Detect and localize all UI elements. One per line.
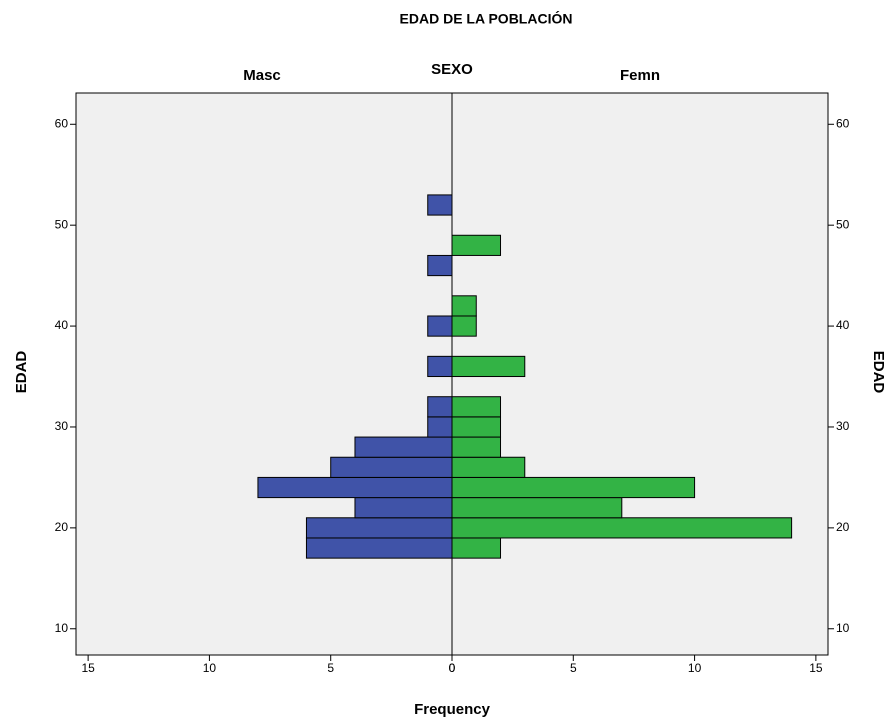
bar <box>427 396 453 418</box>
x-tick-label: 0 <box>449 661 456 675</box>
x-tick-label: 10 <box>203 661 217 675</box>
y-tick-label: 10 <box>55 621 69 635</box>
bar <box>330 456 453 478</box>
bar <box>451 537 502 559</box>
bar <box>451 295 477 317</box>
y-tick-label: 20 <box>836 520 850 534</box>
x-axis-label: Frequency <box>414 701 491 718</box>
bar <box>427 194 453 216</box>
bar <box>451 497 623 519</box>
bar <box>451 517 793 539</box>
y-axis-label: EDAD <box>13 351 30 394</box>
bar <box>451 355 526 378</box>
y-tick-label: 30 <box>836 419 850 433</box>
y-tick-label: 60 <box>836 116 850 130</box>
panel-label: Femn <box>620 67 660 84</box>
x-tick-label: 0 <box>449 661 456 675</box>
y-tick-label: 40 <box>836 318 850 332</box>
x-tick-label: 5 <box>570 661 577 675</box>
x-tick-label: 5 <box>327 661 334 675</box>
bar <box>451 234 502 256</box>
y-tick-label: 60 <box>55 116 69 130</box>
x-tick-label: 10 <box>688 661 702 675</box>
bar <box>451 315 477 337</box>
y-tick-label: 50 <box>836 217 850 231</box>
y-axis-label: EDAD <box>870 351 887 394</box>
bar <box>305 517 453 539</box>
x-tick-label: 15 <box>81 661 95 675</box>
bar <box>257 476 453 499</box>
bar <box>427 416 453 438</box>
bar <box>427 254 453 277</box>
chart-title: EDAD DE LA POBLACIÓN <box>400 10 573 27</box>
y-tick-label: 40 <box>55 318 69 332</box>
panel-title: SEXO <box>431 61 473 78</box>
bar <box>354 436 453 458</box>
bar <box>451 476 696 499</box>
bar <box>451 436 502 458</box>
bar <box>451 416 502 438</box>
panel-label: Masc <box>243 67 281 84</box>
y-tick-label: 50 <box>55 217 69 231</box>
y-tick-label: 20 <box>55 520 69 534</box>
bar <box>451 456 526 478</box>
y-tick-label: 30 <box>55 419 69 433</box>
y-tick-label: 10 <box>836 621 850 635</box>
bar <box>354 497 453 519</box>
bar <box>305 537 453 559</box>
bar <box>427 355 453 378</box>
x-tick-label: 15 <box>809 661 823 675</box>
bar <box>427 315 453 337</box>
bar <box>451 396 502 418</box>
